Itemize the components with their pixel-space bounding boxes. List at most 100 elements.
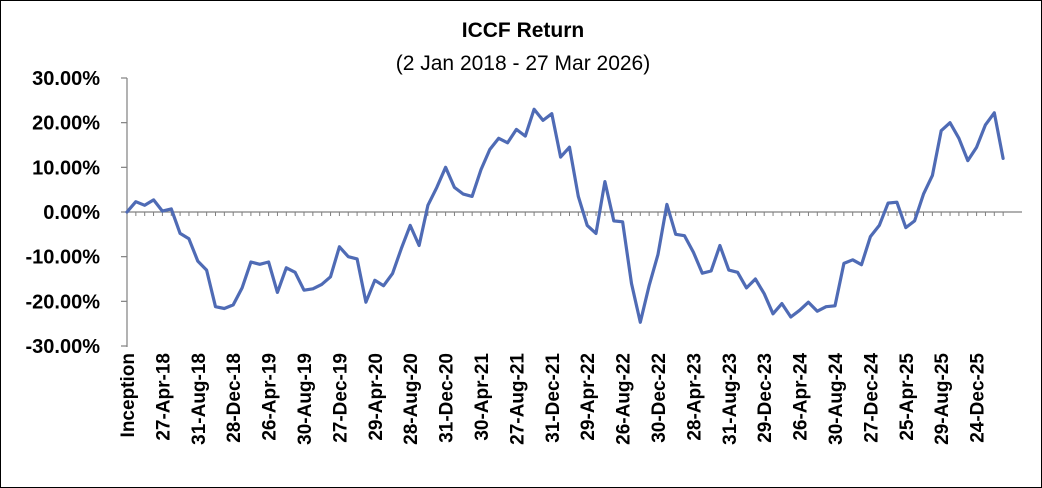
y-tick-label: -10.00% <box>26 247 101 269</box>
x-tick-label: 28-Dec-18 <box>224 353 245 443</box>
data-point <box>648 284 650 287</box>
chart-title: ICCF Return <box>462 19 585 42</box>
x-tick-label: 27-Dec-19 <box>330 353 351 443</box>
data-point <box>913 220 916 222</box>
data-point <box>869 235 872 238</box>
y-tick-label: -30.00% <box>26 336 101 358</box>
data-point <box>179 232 181 235</box>
data-point <box>710 270 712 272</box>
data-point <box>967 159 969 162</box>
x-tick-label: 27-Apr-18 <box>153 353 174 441</box>
data-point <box>197 260 199 262</box>
data-point <box>285 267 288 269</box>
data-point <box>259 263 261 266</box>
data-point <box>798 309 801 312</box>
data-point <box>958 137 960 140</box>
data-point <box>825 305 827 308</box>
y-tick-label: 0.00% <box>43 202 100 224</box>
x-tick-label: 28-Apr-23 <box>684 353 705 441</box>
data-point <box>347 255 350 258</box>
data-point <box>533 108 535 111</box>
x-tick-label: 30-Aug-19 <box>295 353 316 445</box>
data-point <box>701 272 704 275</box>
y-axis-ticks: 30.00% 20.00% 10.00% 0.00% -10.00% -20.00% -30… <box>26 68 127 358</box>
data-point <box>444 166 447 169</box>
data-point <box>135 200 137 203</box>
data-point <box>427 204 429 207</box>
data-point <box>905 226 907 229</box>
x-tick-label: 29-Apr-20 <box>366 353 387 441</box>
x-tick-label: 31-Aug-18 <box>189 353 210 445</box>
data-point <box>851 259 854 261</box>
x-tick-label: 26-Apr-24 <box>791 353 812 441</box>
data-point <box>400 247 403 250</box>
data-point <box>276 291 279 294</box>
data-point <box>683 234 686 237</box>
data-point <box>736 271 739 274</box>
data-point <box>382 284 385 287</box>
data-point <box>790 316 792 318</box>
data-point <box>692 251 695 253</box>
data-point <box>772 313 774 315</box>
x-tick-label: Inception <box>118 353 139 437</box>
x-tick-label: 24-Dec-25 <box>968 353 989 443</box>
data-point <box>471 195 473 198</box>
data-point <box>170 208 173 210</box>
data-point <box>816 310 819 313</box>
data-point <box>595 232 597 235</box>
x-tick-label: 27-Dec-24 <box>861 353 882 443</box>
data-point <box>949 121 951 124</box>
data-point <box>436 186 438 189</box>
data-point <box>754 278 757 280</box>
y-tick-label: 10.00% <box>32 157 100 179</box>
x-tick-label: 25-Apr-25 <box>897 353 918 441</box>
data-point <box>241 287 243 289</box>
data-point <box>329 276 332 278</box>
data-point <box>666 203 668 206</box>
data-point <box>559 156 562 158</box>
x-tick-label: 27-Aug-21 <box>507 353 528 445</box>
data-point <box>152 199 155 201</box>
chart-subtitle: (2 Jan 2018 - 27 Mar 2026) <box>396 52 650 75</box>
data-point <box>453 186 456 189</box>
data-point <box>630 282 633 285</box>
data-point <box>356 258 358 260</box>
data-point <box>922 193 925 195</box>
data-point <box>161 210 164 212</box>
x-tick-label: 26-Apr-19 <box>260 353 281 441</box>
x-axis-ticks: Inception 27-Apr-18 31-Aug-18 28-Dec-18 26-A… <box>118 212 1004 445</box>
data-point <box>843 262 845 265</box>
data-point <box>506 142 509 144</box>
x-tick-label: 31-Dec-20 <box>437 353 458 443</box>
data-point <box>613 220 615 222</box>
x-tick-label: 29-Dec-23 <box>755 353 776 443</box>
data-point <box>497 137 500 140</box>
data-point <box>480 168 482 171</box>
data-point <box>143 204 146 207</box>
data-point <box>896 201 898 203</box>
data-point <box>887 202 889 204</box>
data-point <box>931 174 934 177</box>
data-point <box>586 224 588 227</box>
x-tick-label: 31-Aug-23 <box>720 353 741 445</box>
data-point <box>418 244 420 247</box>
data-point <box>303 289 305 292</box>
data-point <box>551 112 553 115</box>
data-point <box>126 211 128 213</box>
series-line <box>125 107 1005 324</box>
x-tick-label: 30-Dec-22 <box>649 353 670 443</box>
x-tick-label: 31-Dec-21 <box>543 353 564 443</box>
x-tick-label: 29-Apr-22 <box>578 353 599 441</box>
data-point <box>993 112 996 114</box>
data-point <box>657 253 659 256</box>
data-point <box>781 302 783 305</box>
data-point <box>462 193 465 195</box>
data-point <box>604 180 606 183</box>
data-point <box>1002 157 1004 160</box>
data-point <box>365 301 367 304</box>
data-point <box>338 246 341 248</box>
data-point <box>250 261 252 263</box>
y-tick-label: 20.00% <box>32 113 100 135</box>
data-point <box>834 305 836 307</box>
